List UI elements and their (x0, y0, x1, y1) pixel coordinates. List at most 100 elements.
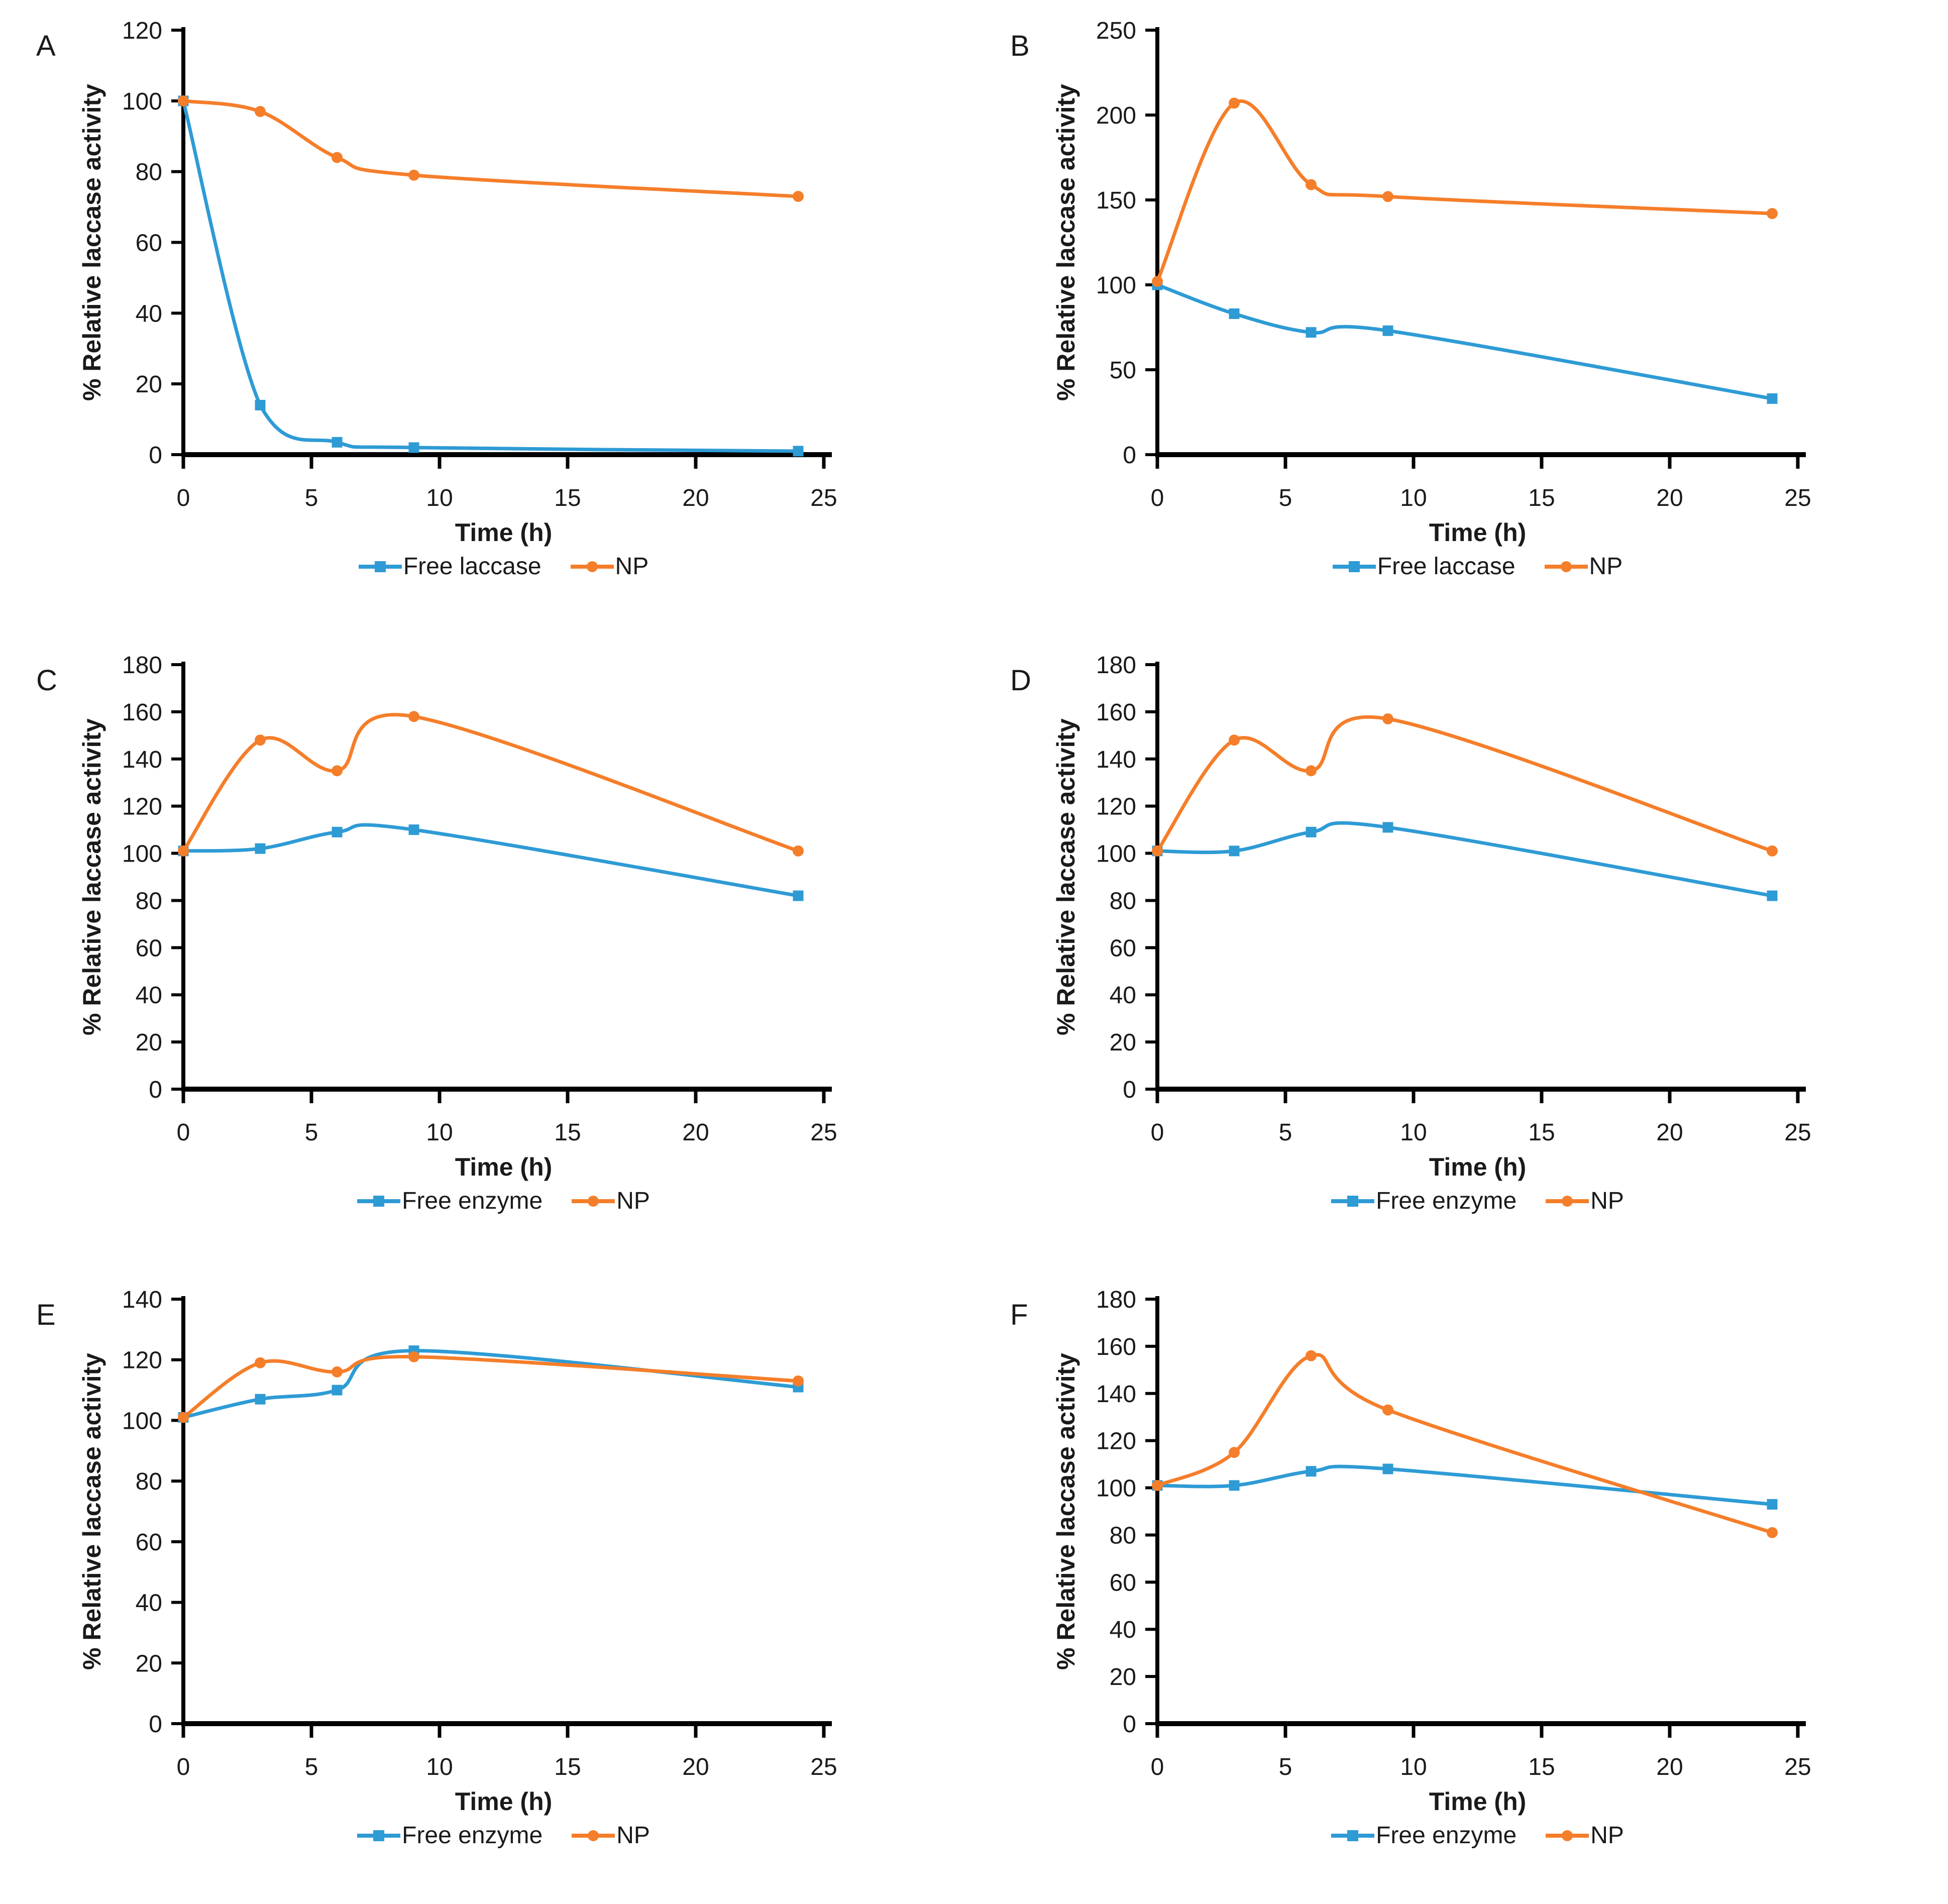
y-tick-label: 120 (122, 18, 162, 44)
chart-canvas-a: 0 20 40 60 80 100 120 0 5 10 15 20 25 Time (h) % Relat… (78, 18, 837, 547)
data-point-marker-np (793, 190, 804, 202)
data-point-marker-np (1152, 276, 1163, 287)
legend-label-np: NP (1590, 1188, 1624, 1214)
legend-label-free-enzyme: Free enzyme (402, 1822, 543, 1849)
chart-panel-e: E 0 20 40 60 80 100 120 140 0 5 10 15 20 25 Time (h) % … (0, 1269, 974, 1903)
legend-item-free-enzyme[interactable]: Free enzyme (1331, 1187, 1517, 1215)
series-line-np (181, 99, 800, 198)
legend-item-np[interactable]: NP (1544, 553, 1622, 580)
data-point-marker-free-enzyme (1767, 1499, 1778, 1510)
y-tick-label: 100 (1096, 272, 1136, 299)
x-tick-label: 10 (426, 1754, 453, 1780)
y-tick-label: 50 (1110, 357, 1136, 384)
panel-letter-f: F (1010, 1299, 1029, 1331)
legend-label-np: NP (616, 1822, 650, 1849)
panel-letter-c: C (36, 664, 58, 697)
legend-item-np[interactable]: NP (570, 553, 649, 580)
data-point-marker-free-laccase (1306, 327, 1317, 338)
y-tick-label: 20 (136, 1650, 162, 1677)
x-tick-label: 15 (554, 485, 581, 511)
data-point-marker-np (1306, 765, 1317, 777)
x-tick-label: 10 (426, 1119, 453, 1146)
x-tick-label: 25 (1784, 485, 1811, 511)
legend-circle-marker-icon (572, 1828, 615, 1843)
x-tick-label: 5 (305, 485, 318, 511)
data-point-marker-np (1767, 1527, 1778, 1538)
x-axis-title: Time (h) (1429, 1153, 1527, 1181)
series-line-free-laccase (181, 99, 800, 453)
y-tick-label: 40 (136, 982, 162, 1009)
data-point-marker-free-laccase (255, 399, 266, 410)
y-axis-title: % Relative laccase activity (78, 1353, 106, 1670)
x-axis-title: Time (h) (455, 518, 553, 547)
data-point-marker-free-laccase (332, 437, 343, 448)
chart-panel-a: A 0 20 40 60 80 100 120 0 5 10 15 20 25 Time (h) % Rel… (0, 0, 974, 634)
legend-circle-marker-icon (1544, 559, 1588, 574)
legend-item-free-enzyme[interactable]: Free enzyme (1331, 1822, 1517, 1849)
chart-legend-c: Free enzyme NP (183, 1187, 824, 1215)
y-tick-label: 0 (149, 1077, 162, 1103)
x-tick-label: 0 (177, 1754, 190, 1780)
data-point-marker-np (1229, 734, 1240, 746)
data-point-marker-np (793, 1375, 804, 1387)
y-tick-label: 0 (1123, 1077, 1136, 1103)
legend-label-np: NP (1590, 1822, 1624, 1849)
x-tick-label: 15 (1528, 1754, 1555, 1780)
x-tick-label: 15 (1528, 1119, 1555, 1146)
legend-item-free-enzyme[interactable]: Free enzyme (357, 1187, 543, 1215)
data-point-marker-np (793, 845, 804, 857)
y-tick-label: 80 (136, 159, 162, 186)
legend-item-np[interactable]: NP (1546, 1822, 1624, 1849)
y-tick-label: 180 (1096, 1287, 1136, 1313)
data-point-marker-free-enzyme (1306, 826, 1317, 837)
x-tick-label: 5 (1279, 1754, 1292, 1780)
data-point-marker-np (408, 169, 419, 181)
legend-item-free-enzyme[interactable]: Free enzyme (357, 1822, 543, 1849)
y-tick-label: 180 (122, 652, 162, 679)
data-point-marker-free-laccase (1382, 325, 1393, 336)
legend-label-np: NP (615, 553, 649, 580)
data-point-marker-np (178, 1412, 189, 1423)
y-tick-label: 200 (1096, 102, 1136, 129)
y-tick-label: 160 (1096, 699, 1136, 726)
data-point-marker-free-laccase (1229, 308, 1240, 319)
x-tick-label: 5 (305, 1754, 318, 1780)
y-tick-label: 150 (1096, 187, 1136, 214)
series-line-np (181, 713, 800, 853)
y-tick-label: 20 (136, 371, 162, 398)
data-point-marker-np (1767, 845, 1778, 857)
y-tick-label: 160 (1096, 1334, 1136, 1360)
series-line-free-enzyme (1155, 821, 1774, 898)
x-tick-label: 25 (810, 1119, 837, 1146)
x-axis-title: Time (h) (1429, 1787, 1527, 1816)
panel-letter-a: A (36, 30, 56, 62)
x-tick-label: 5 (1279, 1119, 1292, 1146)
y-axis-title: % Relative laccase activity (78, 84, 106, 401)
legend-circle-marker-icon (572, 1194, 615, 1209)
x-tick-label: 15 (554, 1754, 581, 1780)
data-point-marker-free-enzyme (1382, 1463, 1393, 1474)
data-point-marker-free-enzyme (332, 826, 343, 837)
legend-circle-marker-icon (570, 559, 614, 574)
chart-canvas-e: 0 20 40 60 80 100 120 140 0 5 10 15 20 25 Time (h) % Re… (78, 1287, 837, 1816)
y-tick-label: 80 (136, 1468, 162, 1495)
legend-item-free-laccase[interactable]: Free laccase (358, 553, 542, 580)
chart-panel-c: C 0 20 40 60 80 100 120 140 160 180 0 5 10 15 20 25 Time… (0, 634, 974, 1269)
data-point-marker-np (1152, 845, 1163, 857)
legend-item-np[interactable]: NP (572, 1187, 650, 1215)
y-tick-label: 60 (136, 935, 162, 962)
data-point-marker-np (1382, 713, 1393, 724)
x-axis-title: Time (h) (455, 1787, 553, 1816)
legend-item-free-laccase[interactable]: Free laccase (1332, 553, 1516, 580)
legend-item-np[interactable]: NP (1546, 1187, 1624, 1215)
y-tick-label: 60 (1110, 935, 1136, 962)
y-tick-label: 100 (122, 841, 162, 868)
x-tick-label: 0 (177, 1119, 190, 1146)
data-point-marker-np (255, 734, 266, 746)
chart-canvas-f: 0 20 40 60 80 100 120 140 160 180 0 5 10 15 20 25 Time (… (1052, 1287, 1811, 1816)
chart-canvas-c: 0 20 40 60 80 100 120 140 160 180 0 5 10 15 20 25 Time (… (78, 652, 837, 1181)
y-tick-label: 100 (1096, 1475, 1136, 1502)
y-tick-label: 140 (1096, 747, 1136, 773)
legend-item-np[interactable]: NP (572, 1822, 650, 1849)
